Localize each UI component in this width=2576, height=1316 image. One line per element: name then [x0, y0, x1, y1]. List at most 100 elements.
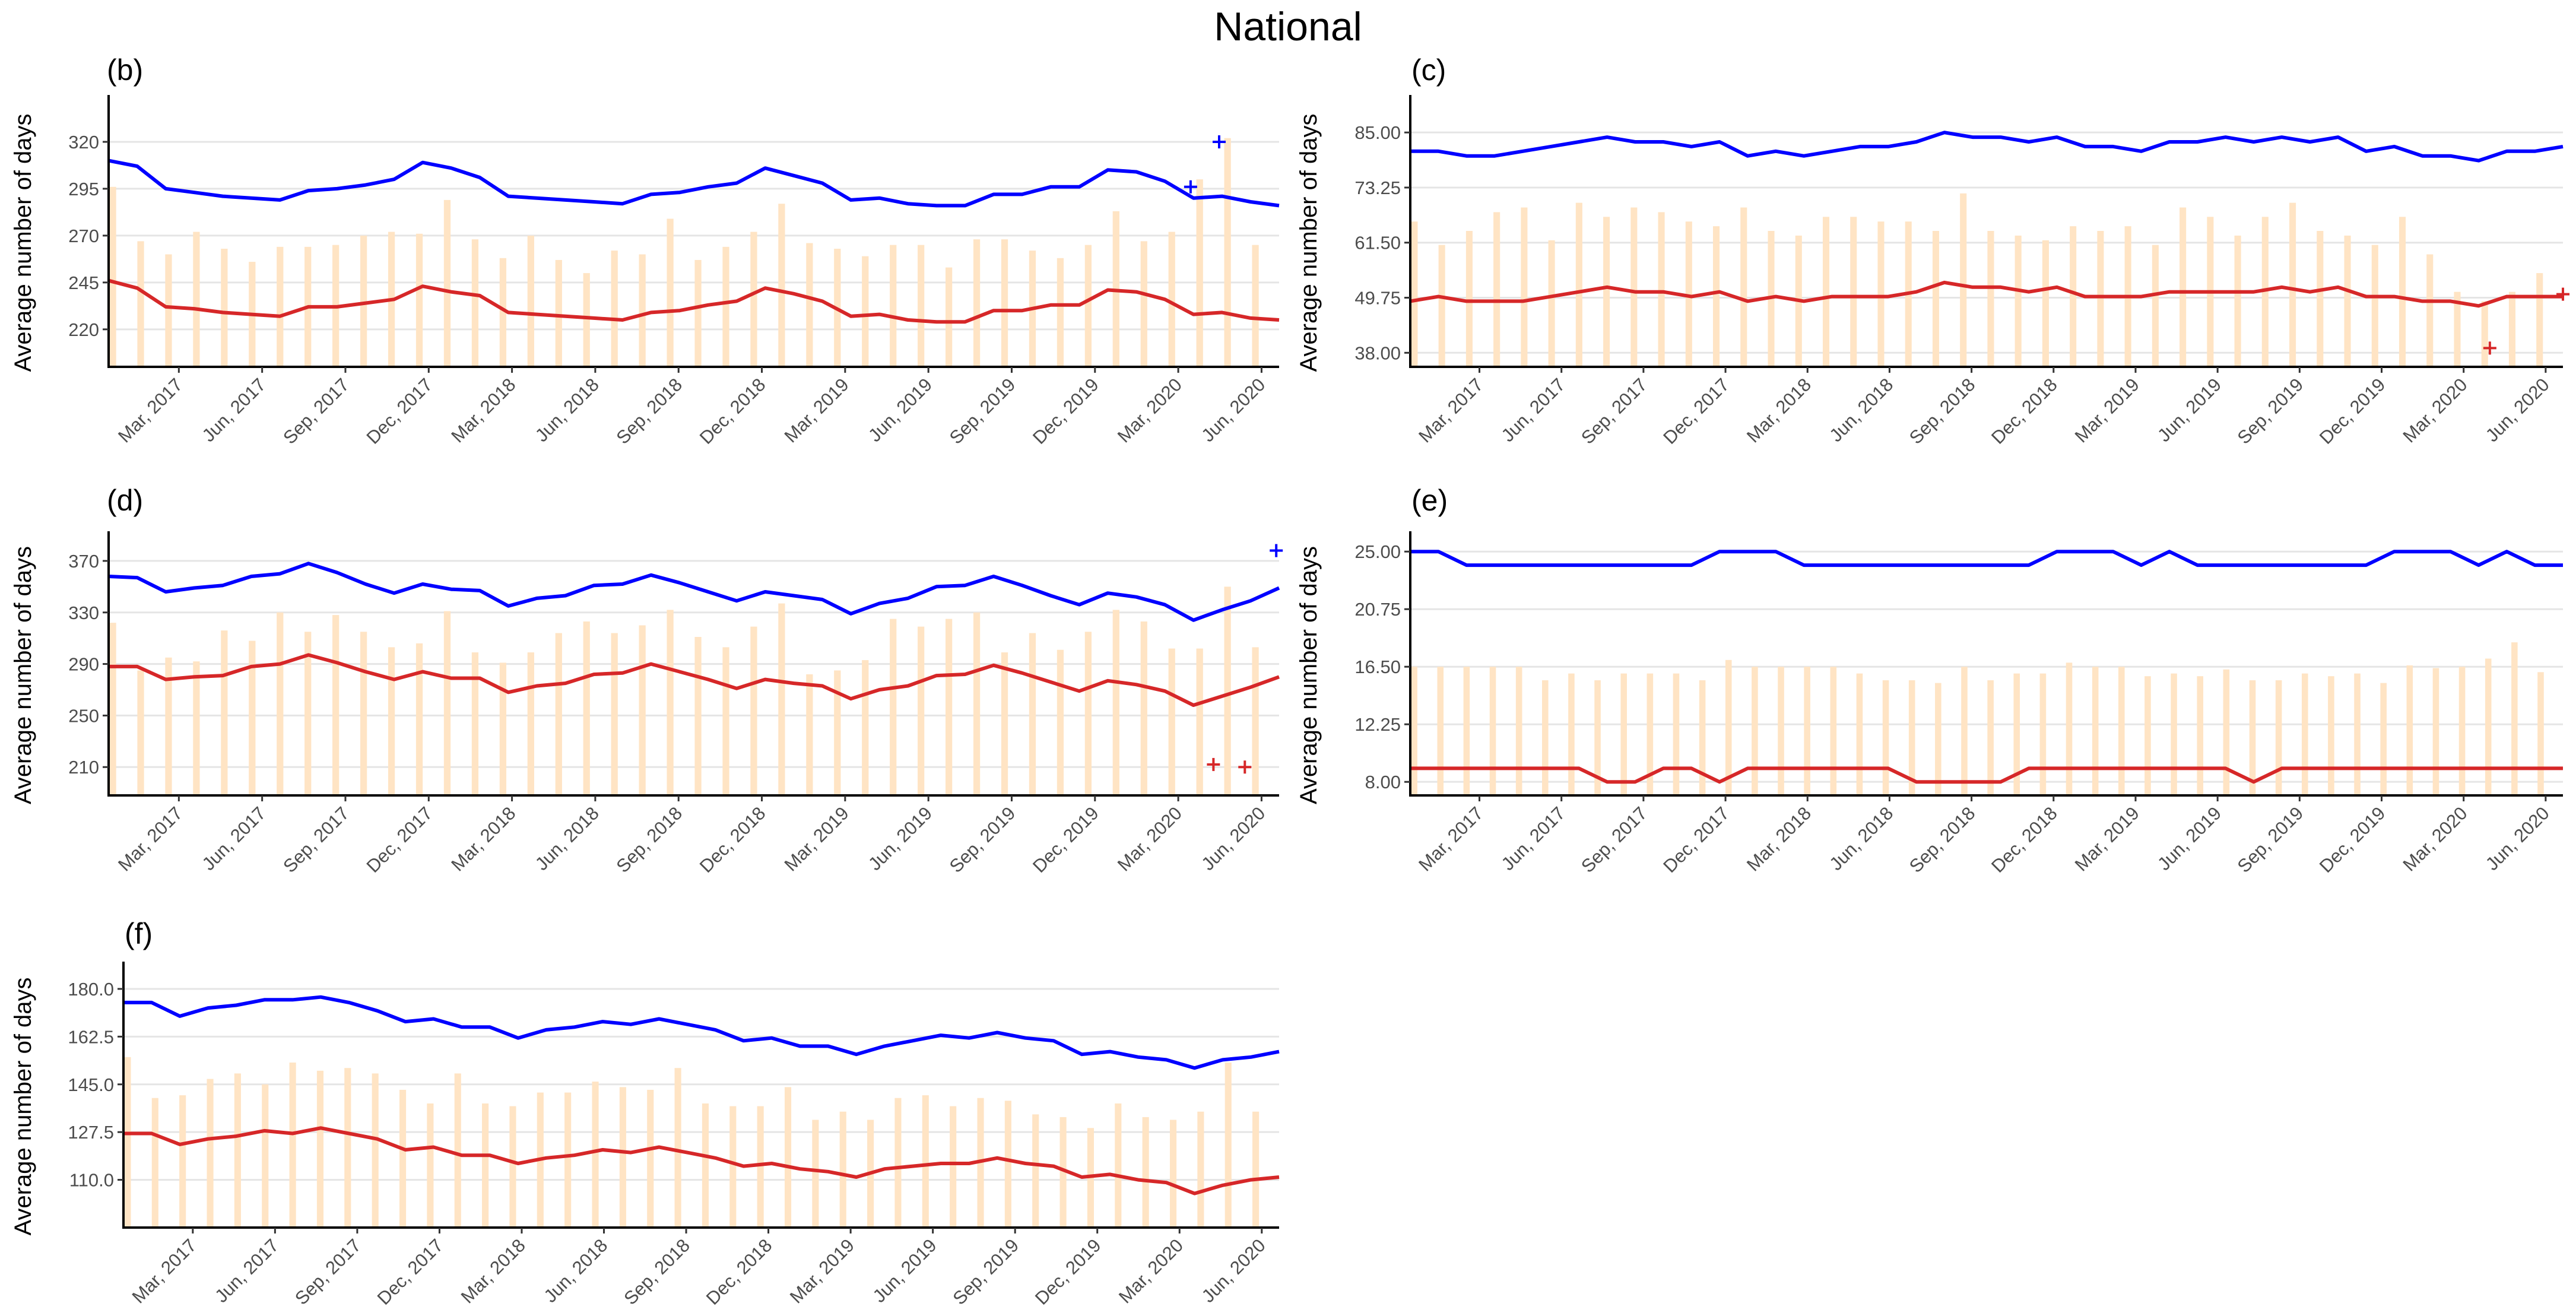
bar — [950, 1106, 957, 1228]
bar — [1438, 245, 1445, 367]
x-tick-label: Jun, 2019 — [2153, 803, 2225, 874]
bar — [415, 233, 423, 367]
y-axis-label: Average number of days — [10, 977, 36, 1235]
bar — [1001, 652, 1008, 795]
x-tick-label: Jun, 2018 — [1825, 803, 1897, 874]
bar — [1001, 239, 1008, 367]
bar — [2426, 254, 2434, 367]
bar — [1856, 673, 1863, 795]
bar — [1822, 217, 1830, 367]
x-tick-label: Mar, 2018 — [447, 374, 519, 446]
y-tick-label: 12.25 — [1354, 714, 1401, 735]
bar — [674, 1068, 681, 1228]
bar — [1778, 667, 1784, 795]
x-tick-label: Jun, 2020 — [1197, 803, 1269, 874]
bar — [1575, 202, 1582, 367]
bar — [1411, 667, 1417, 795]
y-tick-label: 49.75 — [1354, 288, 1401, 309]
y-tick-label: 38.00 — [1354, 343, 1401, 363]
x-tick-label: Jun, 2018 — [540, 1235, 611, 1307]
x-tick-label: Dec, 2018 — [1987, 803, 2061, 877]
bar — [1224, 586, 1231, 795]
bar — [471, 239, 479, 367]
bar — [2328, 676, 2334, 795]
bar — [1961, 667, 1968, 795]
bar — [137, 670, 144, 795]
bar — [360, 235, 367, 367]
bar — [2249, 680, 2256, 795]
bar — [1521, 207, 1528, 367]
x-tick-label: Mar, 2020 — [1115, 1235, 1187, 1307]
x-tick-label: Mar, 2018 — [457, 1235, 529, 1307]
bar — [583, 273, 590, 367]
bar — [555, 259, 562, 367]
y-tick-label: 16.50 — [1354, 657, 1401, 677]
bar — [1411, 221, 1418, 367]
bar — [2485, 658, 2492, 795]
y-tick-label: 330 — [68, 602, 99, 623]
x-tick-label: Jun, 2018 — [531, 803, 603, 874]
bar — [2180, 207, 2187, 367]
bar — [564, 1092, 572, 1228]
bar — [372, 1073, 379, 1228]
bar — [778, 204, 785, 367]
x-tick-label: Sep, 2019 — [2234, 803, 2308, 877]
bar — [1168, 648, 1175, 795]
bar — [1647, 673, 1654, 795]
bar — [647, 1089, 654, 1228]
y-tick-label: 220 — [68, 319, 99, 340]
bar — [2097, 231, 2104, 367]
bar — [1224, 138, 1231, 367]
bar — [151, 1098, 158, 1228]
y-tick-label: 250 — [68, 705, 99, 726]
x-tick-label: Dec, 2019 — [1029, 803, 1103, 877]
bar — [2371, 245, 2378, 367]
y-tick-label: 85.00 — [1354, 122, 1401, 143]
bar — [2481, 301, 2488, 367]
bar — [1740, 207, 1747, 367]
plus-marker — [1212, 135, 1226, 148]
bar — [332, 615, 340, 795]
x-tick-label: Mar, 2019 — [2071, 374, 2143, 446]
x-tick-label: Dec, 2018 — [696, 374, 770, 448]
bar — [2171, 673, 2177, 795]
series-line-upper — [123, 995, 1280, 1070]
bar — [784, 1087, 792, 1228]
x-tick-label: Mar, 2019 — [781, 803, 853, 875]
bar — [471, 652, 479, 795]
series-line-upper — [108, 158, 1280, 208]
x-tick-label: Mar, 2017 — [114, 374, 186, 446]
bar — [2454, 291, 2461, 367]
bar — [2197, 676, 2204, 795]
x-tick-label: Sep, 2018 — [1905, 803, 1979, 877]
bar — [583, 621, 590, 795]
bar — [234, 1073, 241, 1228]
bar — [2406, 665, 2413, 795]
bar — [1699, 680, 1706, 795]
bar — [207, 1079, 214, 1228]
panel-label: (e) — [1411, 484, 1448, 517]
x-tick-label: Sep, 2017 — [279, 803, 353, 877]
x-tick-label: Dec, 2017 — [1659, 374, 1733, 448]
bar — [109, 186, 116, 367]
x-tick-label: Jun, 2020 — [1197, 374, 1269, 446]
bar — [527, 235, 534, 367]
x-tick-label: Sep, 2017 — [279, 374, 353, 448]
x-tick-label: Jun, 2017 — [1498, 374, 1569, 446]
bar — [1935, 683, 1941, 795]
x-tick-label: Jun, 2017 — [198, 374, 270, 446]
bar — [1029, 633, 1036, 795]
x-tick-label: Jun, 2018 — [1825, 374, 1897, 446]
bar — [2354, 673, 2361, 795]
x-tick-label: Sep, 2018 — [612, 803, 686, 877]
bar — [2537, 672, 2544, 795]
bar — [694, 637, 702, 795]
bar — [2344, 235, 2351, 367]
bar — [1084, 245, 1092, 367]
bar — [1987, 231, 1994, 367]
panel-label: (d) — [107, 484, 143, 517]
bar — [2152, 245, 2159, 367]
bar — [2015, 235, 2022, 367]
bar — [1057, 258, 1064, 367]
